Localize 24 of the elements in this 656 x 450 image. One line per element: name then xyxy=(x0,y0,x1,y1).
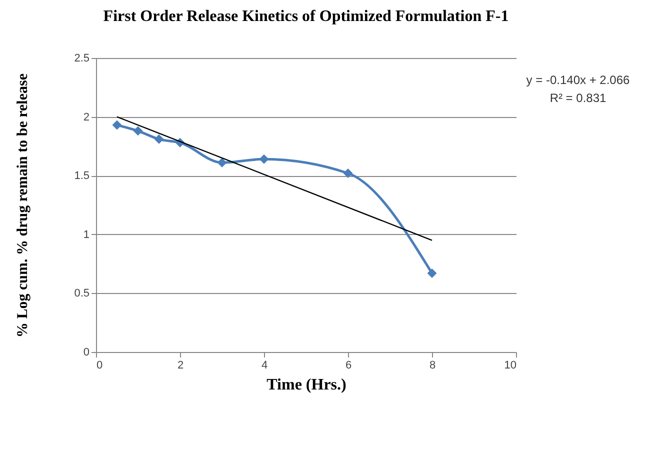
x-tick-label: 8 xyxy=(429,360,436,372)
text: y = -0.140x + 2.066 xyxy=(526,73,630,87)
x-tick-label: 6 xyxy=(345,360,352,372)
point xyxy=(343,168,353,178)
chart-title: First Order Release Kinetics of Optimized Formulation F-1 xyxy=(103,8,509,25)
x-tick-label: 2 xyxy=(177,360,184,372)
x-tick-label: 10 xyxy=(504,360,516,372)
y-tick-label: 2 xyxy=(83,111,90,124)
y-tick-label: 0 xyxy=(83,346,90,358)
x-tick-label: 4 xyxy=(261,360,268,372)
x-tick-label: 0 xyxy=(96,360,103,372)
point xyxy=(259,154,269,164)
point xyxy=(112,120,122,130)
point xyxy=(133,126,143,136)
point xyxy=(427,268,437,278)
y-tick-label: 2.5 xyxy=(74,52,90,64)
y-axis-title: % Log cum. % drug remain to be release xyxy=(15,73,32,338)
y-tick-label: 1 xyxy=(83,228,90,241)
point xyxy=(154,134,164,144)
y-tick-label: 0.5 xyxy=(74,288,90,300)
point xyxy=(217,158,227,168)
x-axis-title: Time (Hrs.) xyxy=(266,376,346,394)
y-tick-label: 1.5 xyxy=(74,170,90,182)
text: R² = 0.831 xyxy=(550,91,607,105)
